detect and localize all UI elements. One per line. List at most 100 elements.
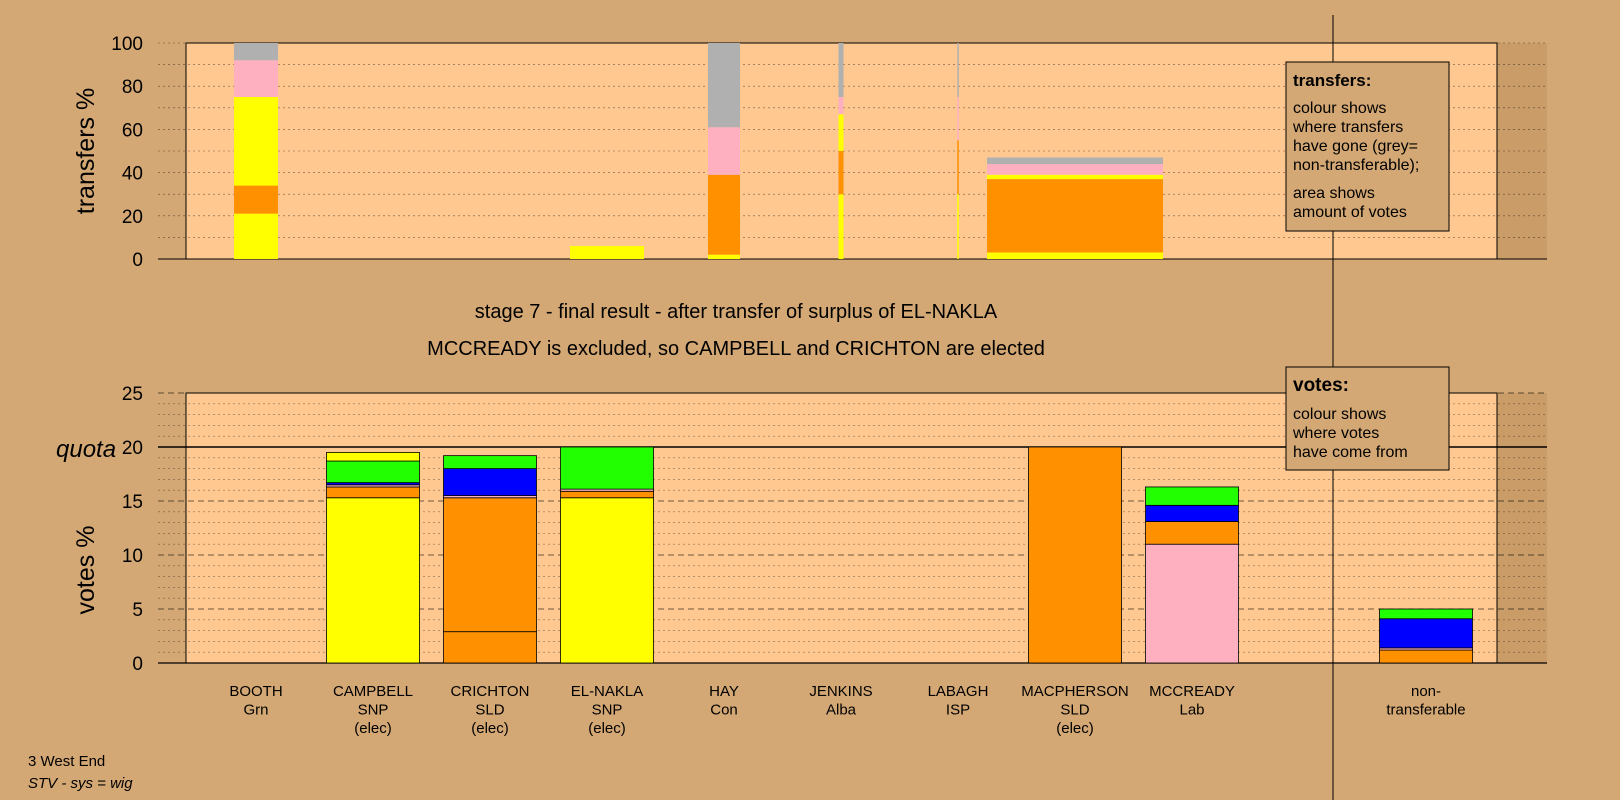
candidate-label: (elec) [1056,720,1094,737]
stage-title: stage 7 - final result - after transfer … [475,301,998,323]
transfers-y-tick-label: 80 [122,77,143,98]
votes-y-ticks: 0 5 10 15 20 25 [122,384,143,675]
transfers-bar-segment [838,151,844,195]
votes-bar-segment [1028,446,1122,664]
transfers-legend-line: have gone (grey= [1293,138,1418,155]
votes-bar-segment [443,468,537,497]
votes-bar-segment [326,497,420,664]
nontransferable-label: non- [1411,683,1441,700]
candidate-label: SLD [475,702,504,719]
footer-ward: 3 West End [28,753,105,770]
transfers-bars [234,43,1163,259]
footer-system: STV - sys = wig [28,775,133,792]
votes-bar-segment [1379,649,1473,664]
transfers-bar-segment [957,140,959,195]
candidate-label: Con [710,702,738,719]
candidate-label: ISP [946,702,970,719]
votes-y-tick-label: 20 [122,438,143,459]
transfers-bar-segment [838,114,844,151]
transfers-bar-segment [838,194,844,259]
votes-bar-segment [1145,504,1239,522]
transfers-bar-segment [987,174,1163,180]
votes-bar-segment [560,490,654,499]
transfers-bar-segment [838,43,844,97]
candidate-label: SLD [1060,702,1089,719]
transfers-bar-segment [708,174,740,255]
votes-legend-line: where votes [1292,425,1379,442]
transfers-legend-line: non-transferable); [1293,157,1419,174]
votes-legend-line: colour shows [1293,406,1386,423]
votes-bar-segment [1379,618,1473,649]
votes-legend-title: votes: [1293,375,1349,396]
votes-bar-segment [326,486,420,499]
candidate-label: EL-NAKLA [571,683,644,700]
votes-bars [326,446,1473,664]
transfers-legend-line: where transfers [1292,119,1403,136]
votes-bar [443,455,537,664]
candidate-label: Lab [1179,702,1204,719]
candidate-label: JENKINS [809,683,872,700]
votes-bar-segment [560,497,654,664]
transfers-bar-segment [708,254,740,259]
transfers-legend-line: area shows [1293,185,1375,202]
votes-y-tick-label: 0 [132,654,143,675]
transfers-bar-segment [708,43,740,128]
votes-bar-segment [1379,608,1473,620]
votes-bar-segment [443,631,537,664]
transfers-bar-segment [957,43,959,97]
transfers-bar-segment [234,213,278,259]
votes-bar [1028,446,1122,664]
transfers-bar-segment [234,60,278,97]
votes-bar-segment [1145,543,1239,664]
transfers-bar-segment [987,157,1163,164]
transfers-bar-segment [234,185,278,214]
transfers-bar-segment [957,97,959,141]
transfers-bar-segment [234,97,278,186]
candidate-label: (elec) [354,720,392,737]
stage-subtitle: MCCREADY is excluded, so CAMPBELL and CR… [427,338,1045,360]
transfers-y-axis-title: transfers % [72,88,100,214]
transfers-y-tick-label: 60 [122,120,143,141]
transfers-bar-segment [570,246,644,259]
transfers-legend-box [1285,61,1450,232]
transfers-bar [708,43,740,259]
quota-label: quota [56,436,116,463]
candidate-label: LABAGH [928,683,989,700]
transfers-legend: transfers: colour shows where transfers … [1285,61,1450,232]
votes-bar-segment [560,446,654,490]
votes-bar-segment [1145,486,1239,506]
candidate-labels: BOOTHGrnCAMPBELLSNP(elec)CRICHTONSLD(ele… [229,683,1465,737]
transfers-bar-segment [838,97,844,115]
votes-bar [1145,486,1239,664]
transfers-bar-segment [987,179,1163,253]
transfers-bar [987,157,1163,259]
transfers-legend-line: colour shows [1293,100,1386,117]
votes-legend-line: have come from [1293,444,1408,461]
candidate-label: Alba [826,702,857,719]
transfers-legend-line: amount of votes [1293,204,1407,221]
transfers-y-tick-label: 40 [122,164,143,185]
votes-bar [1379,608,1473,664]
votes-bar-segment [326,460,420,484]
votes-legend-box [1285,366,1450,471]
candidate-label: HAY [709,683,739,700]
votes-bar-segment [326,451,420,462]
transfers-panel: 0 20 40 60 80 100 transfers % [72,34,1547,271]
candidate-label: Grn [243,702,268,719]
votes-right-shade [1497,393,1547,663]
candidate-label: SNP [358,702,389,719]
votes-bar [326,451,420,664]
candidate-label: (elec) [471,720,509,737]
nontransferable-label: transferable [1386,702,1465,719]
candidate-label: CRICHTON [451,683,530,700]
votes-bar-segment [443,497,537,633]
votes-bar-segment [1145,521,1239,545]
votes-y-tick-label: 15 [122,492,143,513]
candidate-label: MACPHERSON [1021,683,1129,700]
transfers-gridlines [158,42,1547,260]
transfers-legend-title: transfers: [1293,71,1371,90]
transfers-bar-segment [234,43,278,61]
transfers-y-tick-label: 20 [122,207,143,228]
votes-y-tick-label: 25 [122,384,143,405]
